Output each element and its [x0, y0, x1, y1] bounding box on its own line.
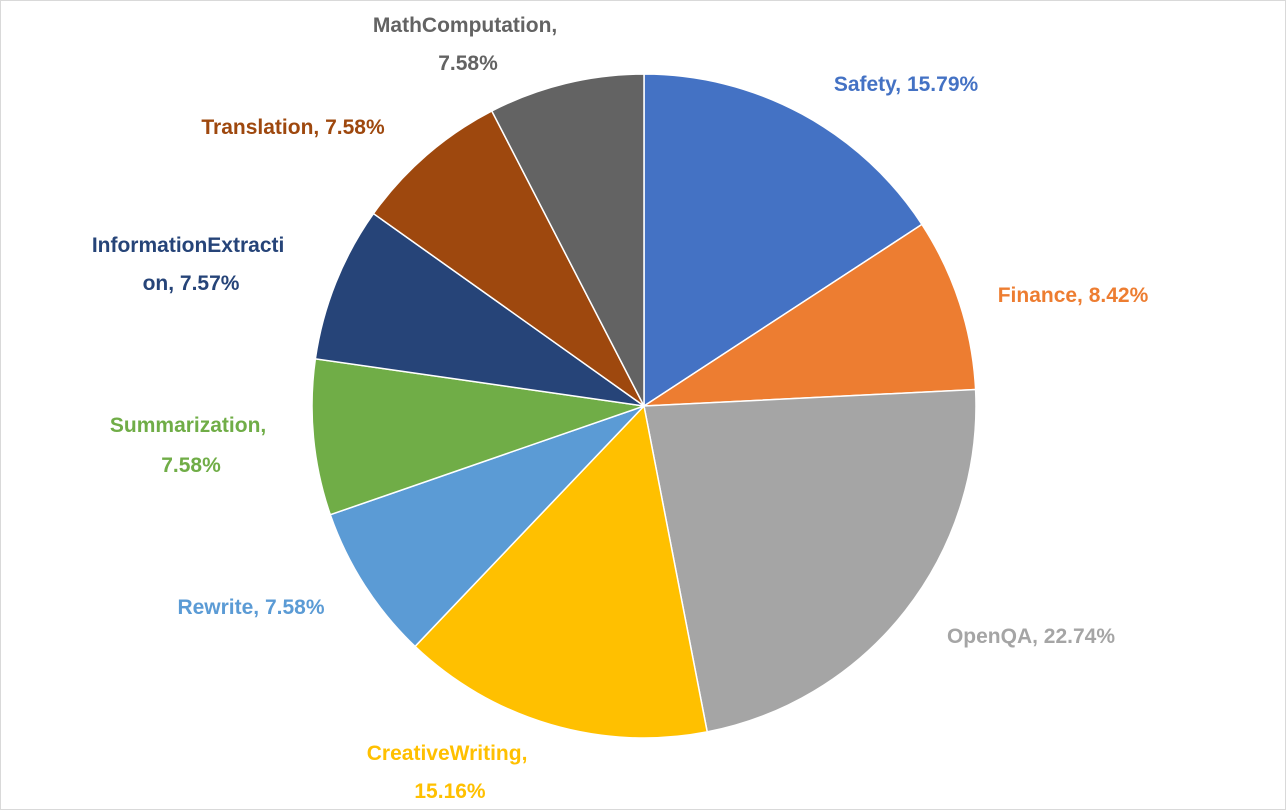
label-creativewriting: CreativeWriting, 15.16%	[367, 742, 534, 803]
label-finance: Finance, 8.42%	[998, 284, 1149, 307]
label-mathcomputation: MathComputation, 7.58%	[373, 14, 563, 75]
label-informationextraction-line2: on, 7.57%	[143, 272, 240, 295]
label-informationextraction: InformationExtracti on, 7.57%	[92, 234, 290, 295]
label-rewrite: Rewrite, 7.58%	[177, 596, 324, 619]
pie-slice-safety	[643, 73, 923, 408]
pie-slice-summarization	[311, 357, 645, 516]
label-summarization-line1: Summarization,	[110, 414, 266, 437]
label-translation-text: Translation, 7.58%	[201, 116, 385, 139]
label-finance-text: Finance, 8.42%	[998, 284, 1149, 307]
pie-slice-rewrite	[329, 405, 645, 648]
pie-slice-translation	[372, 109, 645, 407]
pie-slices	[311, 73, 977, 739]
label-translation: Translation, 7.58%	[201, 116, 385, 139]
label-creativewriting-line2: 15.16%	[414, 780, 486, 803]
label-summarization: Summarization, 7.58%	[110, 414, 272, 477]
pie-slice-mathcomputation	[490, 73, 645, 407]
label-safety-text: Safety, 15.79%	[834, 73, 979, 96]
label-rewrite-text: Rewrite, 7.58%	[177, 596, 324, 619]
pie-slice-creativewriting	[414, 404, 709, 739]
label-informationextraction-line1: InformationExtracti	[92, 234, 285, 257]
label-safety: Safety, 15.79%	[834, 73, 979, 96]
label-creativewriting-line1: CreativeWriting,	[367, 742, 528, 765]
label-openqa-text: OpenQA, 22.74%	[947, 625, 1115, 648]
pie-labels: Safety, 15.79% Finance, 8.42% OpenQA, 22…	[92, 14, 1149, 803]
pie-slice-finance	[641, 223, 977, 407]
label-mathcomputation-line2: 7.58%	[438, 52, 498, 75]
label-mathcomputation-line1: MathComputation,	[373, 14, 557, 37]
label-openqa: OpenQA, 22.74%	[947, 625, 1115, 648]
pie-slice-informationextraction	[314, 212, 645, 407]
pie-slice-openqa	[643, 388, 977, 733]
label-summarization-line2: 7.58%	[161, 454, 221, 477]
